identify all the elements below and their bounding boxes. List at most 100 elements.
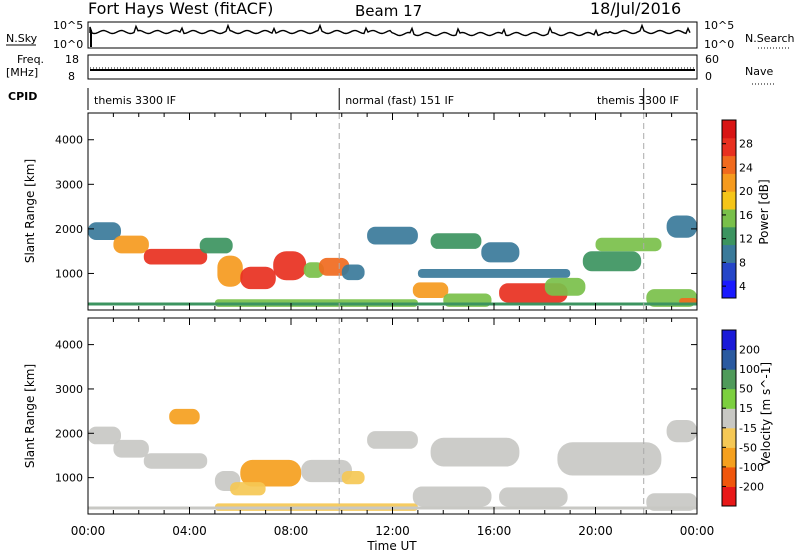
cpid-segment-label: normal (fast) 151 IF: [345, 94, 454, 107]
echo-region: [169, 408, 200, 425]
echo-region: [113, 235, 149, 254]
colorbar-tick-label: 24: [739, 161, 753, 174]
colorbar-swatch: [722, 155, 736, 174]
sky-panel: N.Sky 10^5 10^0 10^5 10^0 N.Search: [6, 19, 795, 51]
colorbar-tick-label: -50: [739, 441, 757, 454]
cpid-segment-label: themis 3300 IF: [94, 94, 176, 107]
colorbar-tick-label: 50: [739, 383, 753, 396]
echo-region: [88, 222, 121, 240]
echo-region: [273, 251, 307, 281]
colorbar-swatch: [722, 191, 736, 210]
nave-label: Nave: [745, 65, 773, 78]
power-panel: 1000 2000 3000 4000 Slant Range [km]: [23, 112, 698, 311]
echo-region: [143, 248, 208, 265]
colorbar-swatch: [722, 262, 736, 281]
freq-panel: Freq. [MHz] 18 8 60 0 Nave: [6, 53, 775, 85]
echo-region: [199, 237, 233, 254]
echo-region: [666, 215, 697, 238]
echo-region: [341, 471, 365, 485]
echo-region: [646, 493, 698, 511]
colorbar-tick-label: 16: [739, 209, 753, 222]
y-tick-label: 4000: [55, 339, 83, 352]
nave-tick-bottom: 0: [705, 70, 712, 83]
colorbar-tick-label: -15: [739, 422, 757, 435]
y-tick-label: 3000: [55, 178, 83, 191]
x-tick-label: 08:00: [274, 524, 309, 538]
colorbar-swatch: [722, 466, 736, 487]
nave-tick-top: 60: [705, 53, 719, 66]
echo-region: [143, 453, 208, 469]
echo-region: [301, 459, 352, 483]
echo-region: [240, 459, 302, 487]
sky-count-trace: [89, 23, 691, 47]
x-tick-label: 20:00: [578, 524, 613, 538]
colorbar-swatch: [722, 388, 736, 409]
velocity-colorbar: -200 -100 -50 -15 15 50 100 200: [721, 329, 764, 507]
colorbar-swatch: [722, 280, 736, 299]
echo-region: [230, 482, 266, 496]
echo-region: [367, 431, 418, 449]
colorbar-swatch: [722, 173, 736, 192]
beam-label: Beam 17: [355, 2, 422, 20]
colorbar-swatch: [722, 120, 736, 139]
freq-tick-bottom: 8: [68, 70, 75, 83]
y-tick-label: 1000: [55, 267, 83, 280]
sky-label: N.Sky: [6, 32, 38, 45]
echo-region: [240, 266, 276, 290]
search-tick-top: 10^5: [704, 19, 734, 32]
search-tick-bottom: 10^0: [704, 38, 734, 51]
freq-label: Freq.: [17, 53, 44, 66]
echo-region: [430, 233, 482, 249]
colorbar-swatch: [722, 244, 736, 263]
plot-title: Fort Hays West (fitACF): [88, 0, 273, 18]
colorbar-swatch: [722, 349, 736, 370]
date-label: 18/Jul/2016: [590, 0, 681, 18]
colorbar-tick-label: -100: [739, 461, 764, 474]
y-tick-label: 2000: [55, 427, 83, 440]
velocity-y-axis-label: Slant Range [km]: [23, 364, 37, 468]
echo-region: [113, 439, 149, 458]
echo-region: [582, 251, 642, 272]
colorbar-swatch: [722, 427, 736, 448]
colorbar-tick-label: 28: [739, 138, 753, 151]
colorbar-swatch: [722, 369, 736, 390]
echo-region: [557, 442, 662, 476]
echo-region: [499, 487, 568, 507]
power-colorbar: 4 8 12 16 20 24 28: [721, 119, 753, 299]
colorbar-tick-label: 8: [739, 256, 746, 269]
y-tick-label: 2000: [55, 223, 83, 236]
colorbar-tick-label: -200: [739, 480, 764, 493]
echo-region: [341, 264, 365, 281]
echo-region: [544, 277, 586, 296]
x-tick-label: 00:00: [71, 524, 106, 538]
colorbar-swatch: [722, 486, 736, 507]
power-colorbar-label: Power [dB]: [757, 179, 771, 244]
colorbar-tick-label: 12: [739, 233, 753, 246]
colorbar-swatch: [722, 447, 736, 468]
colorbar-tick-label: 100: [739, 363, 760, 376]
x-tick-label: 00:00: [680, 524, 715, 538]
echo-region: [417, 269, 571, 278]
colorbar-swatch: [722, 209, 736, 228]
colorbar-swatch: [722, 226, 736, 246]
colorbar-frame: [721, 329, 737, 507]
freq-unit-label: [MHz]: [6, 66, 38, 79]
x-tick-label: 12:00: [375, 524, 410, 538]
y-tick-label: 4000: [55, 134, 83, 147]
colorbar-tick-label: 4: [739, 280, 746, 293]
x-tick-label: 16:00: [477, 524, 512, 538]
colorbar-tick-label: 15: [739, 402, 753, 415]
power-y-axis-label: Slant Range [km]: [23, 159, 37, 263]
y-tick-label: 3000: [55, 383, 83, 396]
x-tick-label: 04:00: [172, 524, 207, 538]
colorbar-swatch: [722, 330, 736, 351]
echo-region: [666, 420, 697, 443]
echo-region: [367, 226, 418, 245]
echo-region: [430, 437, 520, 467]
velocity-colorbar-label: Velocity [m s^-1]: [759, 362, 773, 466]
sky-tick-top: 10^5: [53, 19, 83, 32]
colorbar-frame: [721, 119, 737, 299]
cpid-row: themis 3300 IF normal (fast) 151 IF themis…: [87, 88, 698, 110]
sky-count-line: [89, 23, 691, 37]
